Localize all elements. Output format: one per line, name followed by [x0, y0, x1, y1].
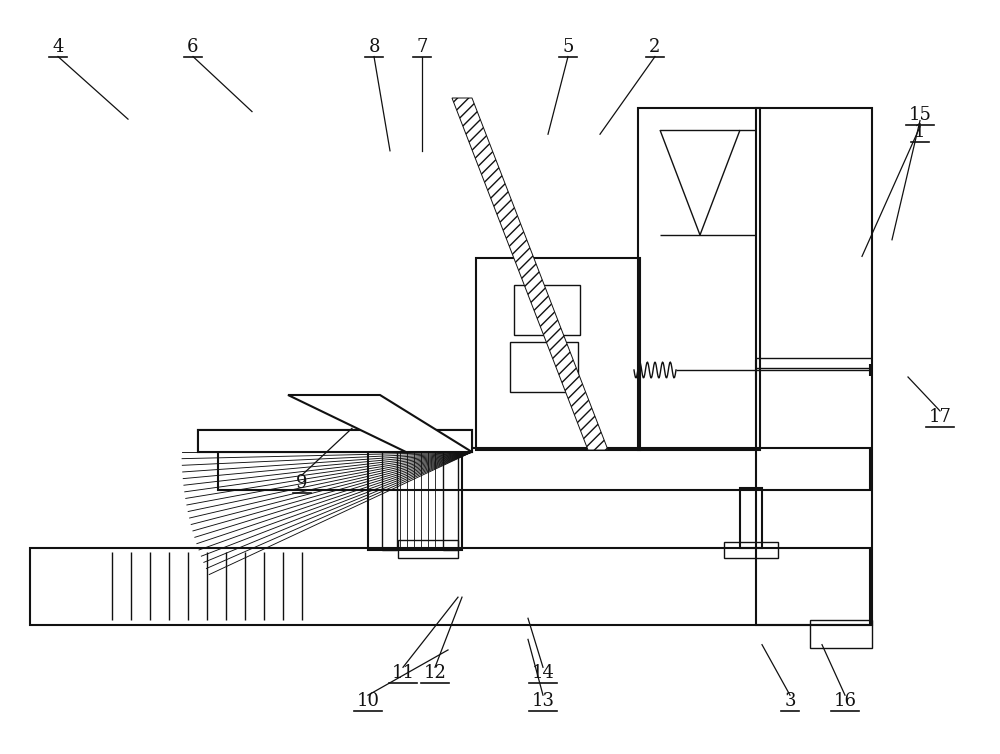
Text: 1: 1	[914, 123, 926, 141]
Text: 3: 3	[784, 692, 796, 710]
Bar	[740, 488, 762, 548]
Text: 14: 14	[532, 664, 554, 682]
Bar	[756, 108, 872, 625]
Text: 8: 8	[368, 38, 380, 56]
Bar	[810, 620, 872, 648]
Bar	[510, 342, 578, 392]
Text: 5: 5	[562, 38, 574, 56]
Text: 4: 4	[52, 38, 64, 56]
Bar	[198, 430, 472, 452]
Bar	[30, 548, 870, 625]
Text: 16: 16	[834, 692, 856, 710]
Bar	[218, 448, 870, 490]
Bar	[382, 448, 397, 550]
Polygon shape	[452, 98, 608, 450]
Text: 9: 9	[296, 474, 308, 492]
Text: 2: 2	[649, 38, 661, 56]
Text: 13: 13	[532, 692, 554, 710]
Text: 10: 10	[356, 692, 380, 710]
Bar	[514, 285, 580, 335]
Polygon shape	[198, 430, 472, 452]
Text: 6: 6	[187, 38, 199, 56]
Text: 12: 12	[424, 664, 446, 682]
Bar	[476, 258, 640, 450]
Text: 17: 17	[929, 408, 951, 426]
Text: 15: 15	[909, 106, 931, 124]
Bar	[724, 542, 778, 558]
Polygon shape	[288, 395, 472, 452]
Text: 7: 7	[416, 38, 428, 56]
Bar	[398, 540, 458, 558]
Bar	[638, 108, 760, 450]
Bar	[443, 448, 458, 550]
Text: 11: 11	[392, 664, 415, 682]
Bar	[368, 448, 462, 550]
